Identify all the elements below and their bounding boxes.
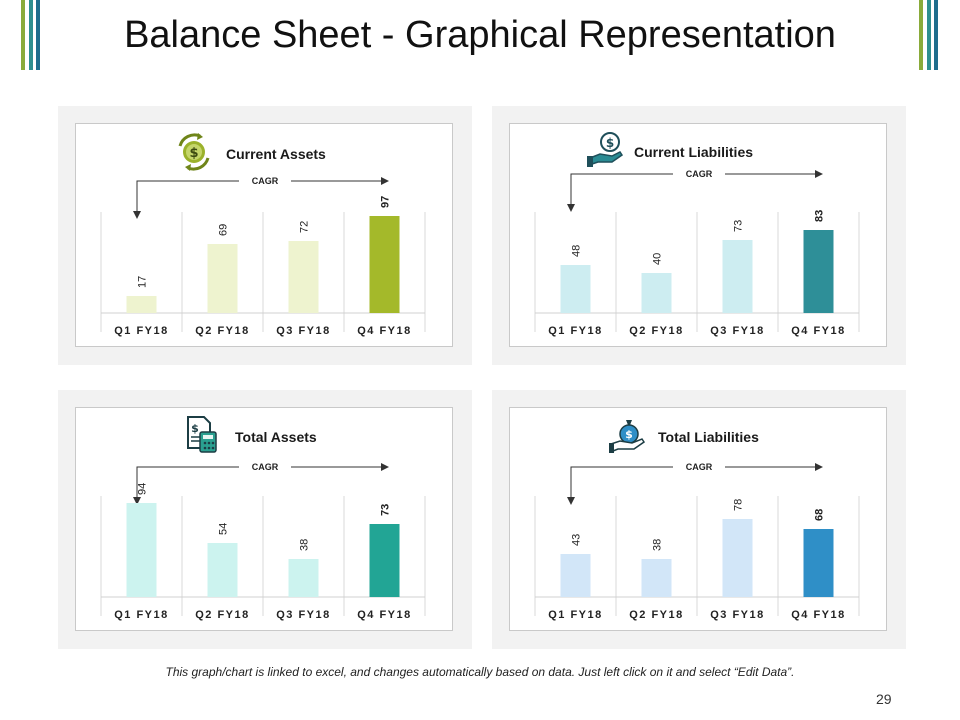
- bar[interactable]: [560, 265, 591, 313]
- data-label: 17: [137, 276, 149, 288]
- bar[interactable]: [641, 273, 672, 313]
- current-liabilities-chart: CAGR 48 Q1 FY18 40 Q2 FY18 73 Q3 FY18 83 Q4 FY18: [534, 169, 860, 337]
- svg-text:$: $: [625, 428, 633, 441]
- data-label: 48: [571, 245, 583, 257]
- hand-coin-icon: $: [587, 132, 624, 167]
- cagr-label: CAGR: [252, 462, 279, 472]
- data-label: 78: [733, 499, 745, 511]
- data-label: 38: [299, 539, 311, 551]
- cagr-arrow: CAGR: [133, 176, 389, 219]
- data-label: 68: [814, 509, 826, 521]
- svg-text:$: $: [606, 136, 614, 150]
- total-assets-chart: CAGR 94 Q1 FY18 54 Q2 FY18 38 Q3 FY18 73 Q4 FY18: [100, 462, 426, 621]
- data-label: 73: [733, 220, 745, 232]
- bar[interactable]: [641, 559, 672, 597]
- chart-title: Current Liabilities: [634, 144, 754, 160]
- tick-label: Q4 FY18: [357, 325, 412, 337]
- data-label: 72: [299, 221, 311, 233]
- bar[interactable]: [288, 241, 319, 313]
- bar[interactable]: [803, 230, 834, 313]
- bar[interactable]: [126, 296, 157, 313]
- tick-label: Q3 FY18: [710, 325, 765, 337]
- tick-label: Q4 FY18: [791, 609, 846, 621]
- chart-panel-total-assets: $ Total Assets CAGR 94 Q1 FY18 54 Q2 FY18 38 Q…: [58, 390, 472, 649]
- bar[interactable]: [369, 524, 400, 597]
- tick-label: Q2 FY18: [195, 609, 250, 621]
- deco-bar: [934, 0, 938, 70]
- tick-label: Q1 FY18: [548, 609, 603, 621]
- footnote: This graph/chart is linked to excel, and…: [165, 665, 795, 679]
- bar[interactable]: [803, 529, 834, 597]
- data-label: 94: [137, 483, 149, 495]
- chart-card[interactable]: $ Total Liabilities CAGR 43 Q1 FY18 38 Q2 FY…: [509, 407, 887, 631]
- tick-label: Q1 FY18: [114, 609, 169, 621]
- current-assets-chart: CAGR 17 Q1 FY18 69 Q2 FY18 72 Q3 FY18 97 Q4 FY18: [100, 176, 426, 337]
- bar[interactable]: [288, 559, 319, 597]
- chart-title: Current Assets: [226, 146, 326, 162]
- calculator-document-icon: $: [187, 416, 217, 453]
- tick-label: Q4 FY18: [357, 609, 412, 621]
- chart-card[interactable]: $ Current Assets CAGR 17 Q1 FY18 69 Q2 FY18 7…: [75, 123, 453, 347]
- total-liabilities-chart: CAGR 43 Q1 FY18 38 Q2 FY18 78 Q3 FY18 68 Q4 FY18: [534, 462, 860, 621]
- bar[interactable]: [722, 240, 753, 313]
- bar[interactable]: [126, 503, 157, 597]
- money-cycle-icon: $: [178, 133, 210, 171]
- tick-label: Q2 FY18: [195, 325, 250, 337]
- tick-label: Q3 FY18: [276, 325, 331, 337]
- deco-bar: [919, 0, 923, 70]
- chart-panel-total-liabilities: $ Total Liabilities CAGR 43 Q1 FY18 38 Q2 FY…: [492, 390, 906, 649]
- chart-title: Total Liabilities: [658, 429, 759, 445]
- tick-label: Q2 FY18: [629, 325, 684, 337]
- cagr-label: CAGR: [686, 169, 713, 179]
- data-label: 97: [380, 196, 392, 208]
- cagr-label: CAGR: [686, 462, 713, 472]
- tick-label: Q3 FY18: [276, 609, 331, 621]
- tick-label: Q1 FY18: [114, 325, 169, 337]
- deco-bar: [36, 0, 40, 70]
- page-number: 29: [876, 691, 892, 707]
- page-title: Balance Sheet - Graphical Representation: [124, 14, 836, 56]
- cagr-arrow: CAGR: [567, 169, 823, 212]
- data-label: 54: [218, 523, 230, 535]
- bar[interactable]: [207, 543, 238, 597]
- tick-label: Q2 FY18: [629, 609, 684, 621]
- deco-bar: [29, 0, 33, 70]
- chart-panel-current-assets: $ Current Assets CAGR 17 Q1 FY18 69 Q2 FY18 7…: [58, 106, 472, 365]
- data-label: 73: [380, 504, 392, 516]
- money-bag-hand-icon: $: [609, 420, 646, 453]
- data-label: 69: [218, 224, 230, 236]
- data-label: 38: [652, 539, 664, 551]
- data-label: 83: [814, 210, 826, 222]
- tick-label: Q3 FY18: [710, 609, 765, 621]
- chart-card[interactable]: $ Total Assets CAGR 94 Q1 FY18 54 Q2 FY18 38 Q…: [75, 407, 453, 631]
- data-label: 40: [652, 253, 664, 265]
- tick-label: Q4 FY18: [791, 325, 846, 337]
- chart-card[interactable]: $ Current Liabilities CAGR 48 Q1 FY18 40 Q2 …: [509, 123, 887, 347]
- data-label: 43: [571, 534, 583, 546]
- svg-text:$: $: [189, 146, 198, 161]
- cagr-arrow: CAGR: [133, 462, 389, 505]
- chart-title: Total Assets: [235, 429, 317, 445]
- svg-text:$: $: [191, 422, 199, 435]
- cagr-arrow: CAGR: [567, 462, 823, 505]
- deco-bar: [927, 0, 931, 70]
- cagr-label: CAGR: [252, 176, 279, 186]
- bar[interactable]: [369, 216, 400, 313]
- bar[interactable]: [207, 244, 238, 313]
- bar[interactable]: [560, 554, 591, 597]
- chart-panel-current-liabilities: $ Current Liabilities CAGR 48 Q1 FY18 40 Q2 …: [492, 106, 906, 365]
- deco-bar: [21, 0, 25, 70]
- tick-label: Q1 FY18: [548, 325, 603, 337]
- bar[interactable]: [722, 519, 753, 597]
